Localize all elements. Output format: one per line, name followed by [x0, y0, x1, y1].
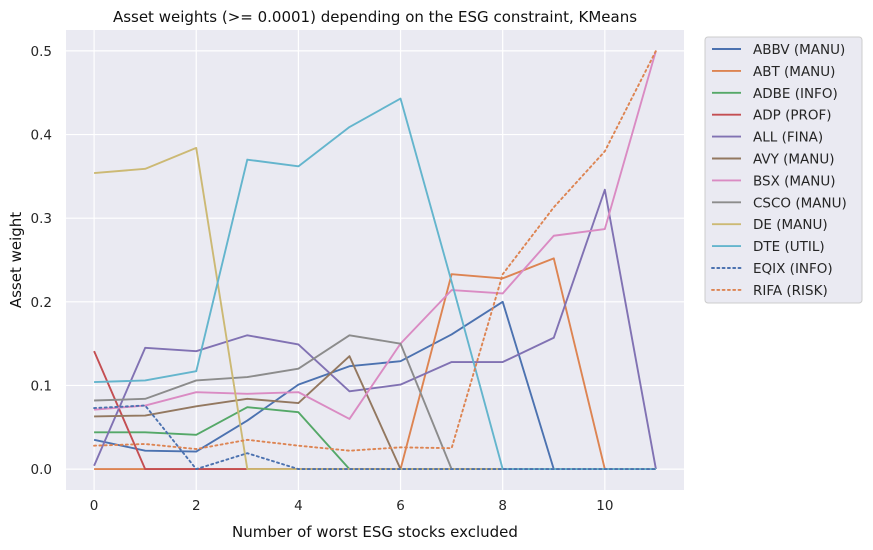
legend-label: ADBE (INFO) — [753, 86, 838, 102]
x-tick-label: 4 — [294, 498, 303, 514]
legend-label: ALL (FINA) — [753, 130, 823, 146]
series-lines — [93, 49, 657, 471]
y-tick-labels: 0.0 0.1 0.2 0.3 0.4 0.5 — [31, 44, 52, 478]
series-line-all — [93, 188, 657, 470]
legend-label: ABBV (MANU) — [753, 42, 845, 58]
legend: ABBV (MANU) ABT (MANU) ADBE (INFO) ADP (PRO… — [704, 36, 863, 304]
x-axis-label: Number of worst ESG stocks excluded — [232, 523, 518, 541]
chart-title: Asset weights (>= 0.0001) depending on t… — [113, 8, 637, 26]
legend-label: ADP (PROF) — [753, 108, 832, 124]
x-tick-label: 6 — [396, 498, 405, 514]
y-tick-label: 0.4 — [31, 128, 52, 144]
x-tick-label: 10 — [596, 498, 613, 514]
legend-frame — [704, 36, 863, 304]
legend-label: CSCO (MANU) — [753, 195, 847, 211]
legend-label: ABT (MANU) — [753, 64, 835, 80]
plot-background — [66, 30, 684, 490]
legend-label: DE (MANU) — [753, 217, 828, 233]
y-axis-label: Asset weight — [7, 212, 25, 308]
legend-entries: ABBV (MANU) ABT (MANU) ADBE (INFO) ADP (PRO… — [711, 42, 847, 299]
y-tick-label: 0.0 — [31, 462, 52, 478]
x-tick-label: 0 — [90, 498, 99, 514]
x-tick-label: 8 — [498, 498, 507, 514]
y-tick-label: 0.1 — [31, 378, 52, 394]
series-line-bsx — [94, 50, 657, 420]
series-line-eqix — [93, 404, 657, 471]
y-tick-label: 0.3 — [31, 211, 52, 227]
x-tick-label: 2 — [192, 498, 201, 514]
y-tick-label: 0.2 — [31, 295, 52, 311]
legend-label: BSX (MANU) — [753, 173, 836, 189]
legend-label: EQIX (INFO) — [753, 261, 833, 277]
legend-label: AVY (MANU) — [753, 152, 835, 168]
x-tick-labels: 0 2 4 6 8 10 — [90, 498, 614, 514]
legend-label: RIFA (RISK) — [753, 283, 828, 299]
legend-label: DTE (UTIL) — [753, 239, 825, 255]
y-tick-label: 0.5 — [31, 44, 52, 60]
series-line-rifa — [93, 49, 657, 452]
